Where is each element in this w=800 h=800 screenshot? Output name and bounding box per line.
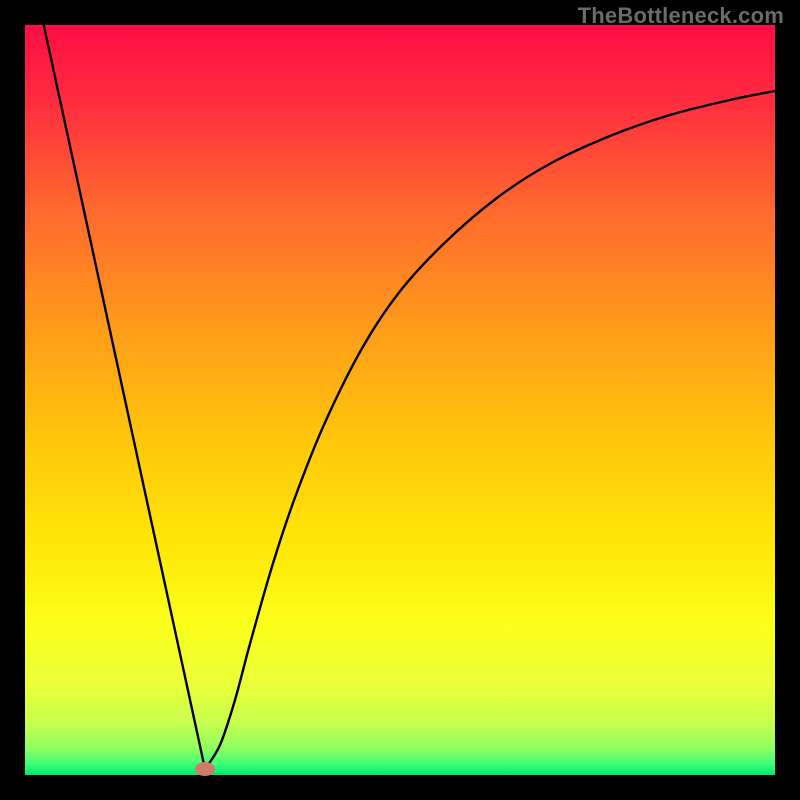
plot-area [25, 25, 775, 775]
watermark-text: TheBottleneck.com [578, 3, 784, 29]
chart-container: TheBottleneck.com [0, 0, 800, 800]
